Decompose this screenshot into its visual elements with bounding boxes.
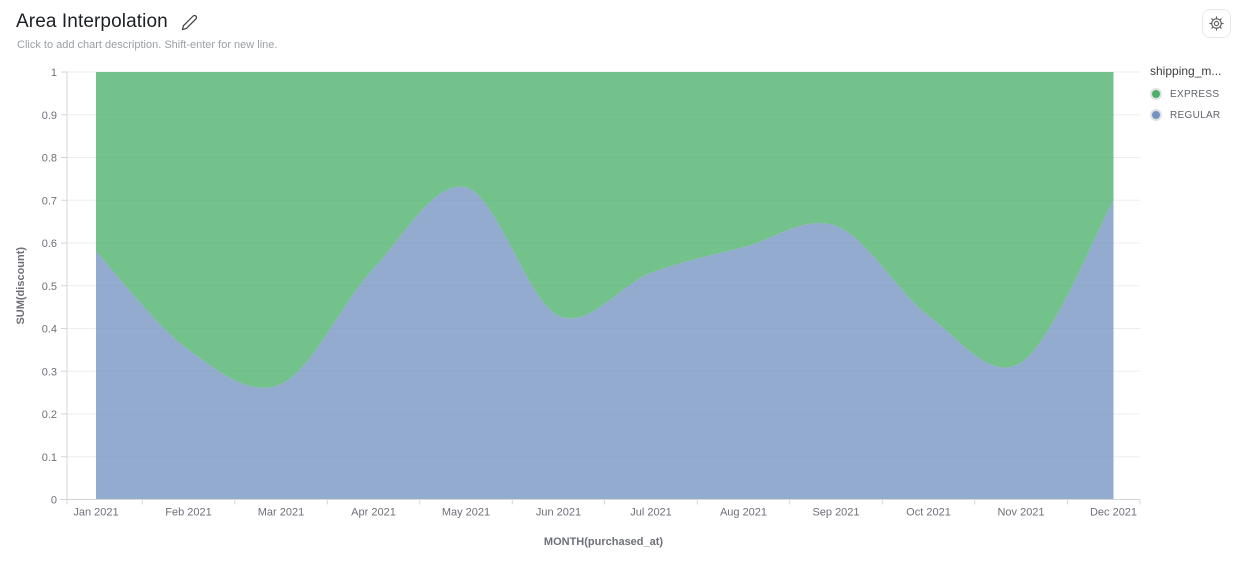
area-series-express[interactable]: [96, 72, 1114, 388]
x-tick-label: Apr 2021: [351, 507, 396, 519]
x-tick-label: Mar 2021: [258, 507, 304, 519]
y-tick-label: 0.6: [42, 238, 57, 250]
gear-icon: [1209, 16, 1224, 31]
x-tick-label: Oct 2021: [906, 507, 951, 519]
legend: shipping_m... EXPRESS REGULAR: [1150, 64, 1241, 130]
legend-dot-express: [1150, 88, 1162, 100]
y-tick-label: 1: [51, 67, 57, 79]
area-series-regular[interactable]: [96, 186, 1114, 500]
y-tick-label: 0.3: [42, 366, 57, 378]
x-axis-title: MONTH(purchased_at): [544, 536, 664, 548]
x-tick-label: Feb 2021: [165, 507, 211, 519]
y-axis-title: SUM(discount): [15, 247, 27, 325]
legend-label: REGULAR: [1170, 109, 1221, 121]
edit-pencil-icon[interactable]: [181, 14, 198, 31]
x-tick-label: May 2021: [442, 507, 490, 519]
y-tick-label: 0.9: [42, 110, 57, 122]
y-tick-label: 0: [51, 495, 57, 507]
chart-header: Area Interpolation: [16, 11, 198, 33]
y-tick-label: 0.1: [42, 452, 57, 464]
legend-item-regular[interactable]: REGULAR: [1150, 109, 1241, 121]
chart-description-placeholder[interactable]: Click to add chart description. Shift-en…: [17, 39, 278, 51]
y-tick-label: 0.2: [42, 409, 57, 421]
y-tick-label: 0.4: [42, 324, 57, 336]
x-tick-label: Jun 2021: [536, 507, 581, 519]
y-tick-label: 0.8: [42, 153, 57, 165]
x-tick-label: Jul 2021: [630, 507, 672, 519]
x-tick-label: Dec 2021: [1090, 507, 1137, 519]
page-title[interactable]: Area Interpolation: [16, 11, 168, 32]
legend-title: shipping_m...: [1150, 64, 1222, 78]
legend-item-express[interactable]: EXPRESS: [1150, 88, 1241, 100]
legend-dot-regular: [1150, 109, 1162, 121]
settings-button[interactable]: [1202, 9, 1231, 38]
y-tick-label: 0.7: [42, 195, 57, 207]
x-tick-label: Aug 2021: [720, 507, 767, 519]
x-tick-label: Nov 2021: [997, 507, 1044, 519]
x-tick-label: Jan 2021: [73, 507, 118, 519]
y-tick-label: 0.5: [42, 281, 57, 293]
x-tick-label: Sep 2021: [812, 507, 859, 519]
legend-label: EXPRESS: [1170, 88, 1220, 100]
legend-items: EXPRESS REGULAR: [1150, 88, 1241, 121]
